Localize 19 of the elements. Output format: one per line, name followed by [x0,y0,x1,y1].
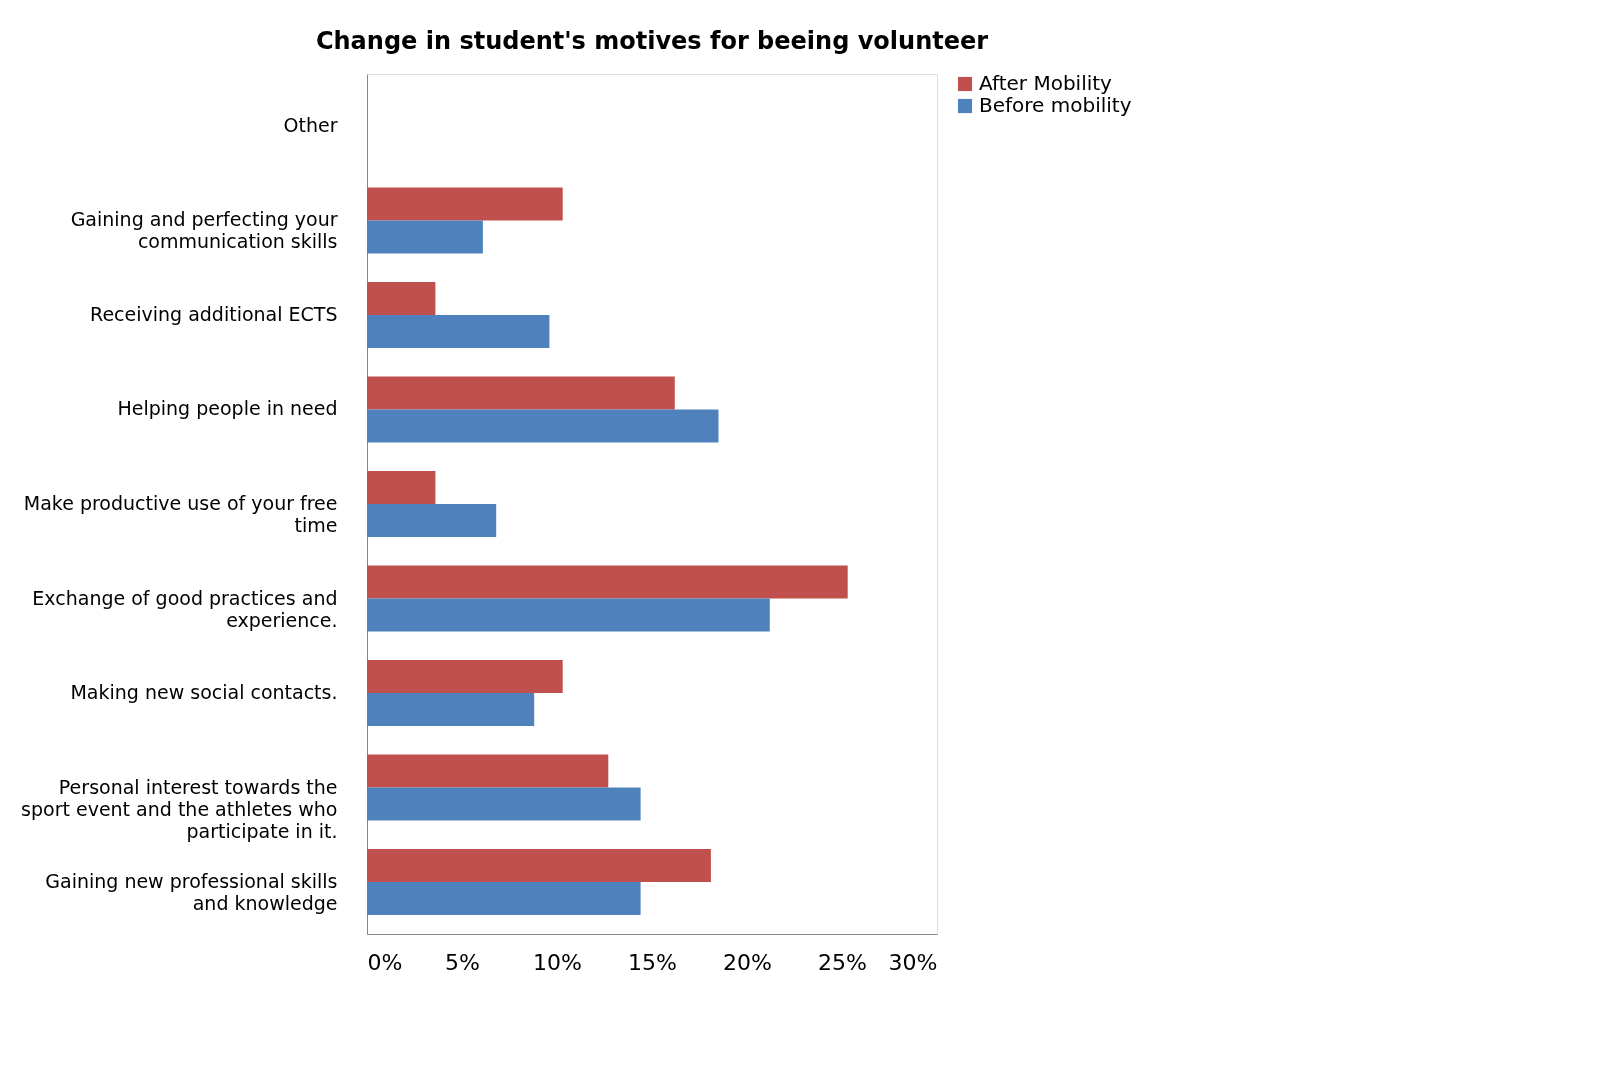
x-tick-label: 20% [723,949,772,975]
y-tick-label: Make productive use of your free time [23,492,338,536]
x-tick-label: 0% [367,949,403,975]
y-tick-label: Other [283,113,338,136]
y-tick-label: Gaining new professional skills and knowledge [45,870,338,915]
legend-label: Before mobility [979,93,1132,117]
x-tick-label: 25% [818,949,867,975]
x-tick-label: 5% [445,949,480,975]
x-tick-label: 15% [628,949,677,975]
x-tick-label: 10% [533,949,582,975]
y-tick-label: Making new social contacts. [70,681,338,704]
chart-title: Change in student's motives for beeing volunteer [315,27,989,55]
y-tick-label: Exchange of good practices and experience. [32,586,338,631]
y-tick-label: Helping people in need [117,397,338,420]
y-tick-label: Receiving additional ECTS [90,302,338,325]
x-tick-label: 30% [888,949,938,975]
y-tick-label: Personal interest towards the sport event and the athletes who participate in it. [21,775,338,842]
legend-label: After Mobility [979,71,1113,95]
y-tick-label: Gaining and perfecting your communication skills [70,208,338,253]
